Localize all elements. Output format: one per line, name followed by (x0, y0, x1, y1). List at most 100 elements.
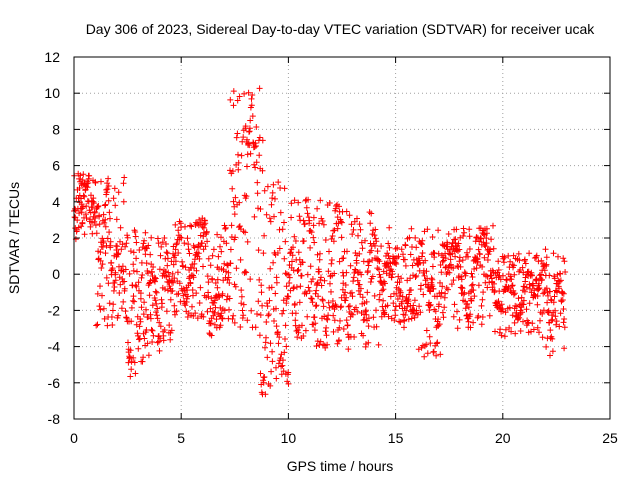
data-point (328, 260, 335, 267)
data-point (491, 280, 497, 287)
data-point (237, 256, 244, 263)
data-point (498, 332, 505, 339)
data-point (247, 276, 254, 283)
data-point (511, 271, 518, 278)
data-point (257, 370, 264, 377)
data-point (556, 285, 562, 292)
data-point (385, 313, 392, 320)
data-point (265, 311, 272, 318)
data-point (145, 352, 152, 359)
data-point (516, 257, 523, 264)
data-point (393, 290, 400, 297)
data-point (245, 89, 252, 96)
data-point (469, 274, 476, 280)
data-point (90, 200, 97, 207)
data-point (475, 282, 482, 289)
data-point (102, 201, 109, 208)
data-point (551, 275, 558, 282)
data-point (336, 324, 343, 331)
data-point (109, 265, 116, 272)
data-point (115, 189, 122, 196)
data-point (127, 373, 134, 380)
data-point (112, 277, 119, 284)
data-point (309, 299, 316, 306)
data-point (305, 196, 312, 203)
data-point (110, 195, 117, 202)
data-point (124, 234, 131, 241)
data-point (307, 244, 314, 251)
data-point (300, 238, 307, 244)
data-point (252, 164, 259, 171)
data-point (175, 290, 182, 297)
data-point (435, 316, 442, 323)
data-point (280, 307, 287, 314)
data-point (319, 296, 326, 303)
data-point (194, 315, 201, 322)
data-point (218, 234, 224, 241)
data-point (357, 285, 364, 292)
data-point (153, 309, 159, 316)
data-point (313, 287, 320, 294)
data-point (200, 224, 207, 231)
data-point (421, 353, 428, 360)
data-point (123, 314, 130, 321)
data-point (275, 360, 282, 367)
data-point (456, 246, 463, 253)
data-point (439, 258, 446, 265)
data-point (271, 318, 277, 324)
data-point (226, 280, 233, 286)
data-point (97, 283, 103, 290)
data-point (367, 279, 374, 285)
data-point (292, 317, 299, 324)
data-point (161, 235, 168, 241)
data-point (184, 314, 191, 320)
data-point (282, 322, 289, 329)
data-point (99, 244, 106, 250)
data-point (159, 239, 166, 246)
data-point (471, 293, 478, 300)
data-point (238, 152, 245, 159)
data-point (279, 226, 286, 233)
data-point (121, 174, 128, 181)
data-point (334, 225, 341, 232)
data-point (285, 271, 292, 278)
data-point (354, 277, 361, 284)
data-point (146, 280, 153, 287)
data-point (319, 218, 326, 224)
data-point (500, 308, 506, 315)
x-tick-label: 15 (388, 430, 404, 446)
data-point (273, 305, 279, 312)
data-point (83, 215, 90, 221)
data-point (330, 238, 337, 245)
data-point (269, 189, 276, 196)
data-point (401, 256, 408, 263)
data-point (256, 152, 263, 159)
data-point (362, 308, 369, 315)
data-point (417, 309, 424, 316)
data-point (153, 300, 160, 307)
data-point (336, 337, 342, 344)
data-point (164, 250, 171, 257)
data-point (384, 302, 391, 309)
data-point (120, 180, 127, 187)
data-point (412, 274, 419, 280)
data-point (404, 303, 411, 310)
data-point (373, 323, 380, 330)
data-point (419, 250, 426, 256)
data-point (276, 226, 283, 233)
data-point (113, 247, 120, 253)
data-point (191, 260, 198, 267)
data-point (303, 204, 310, 211)
data-point (331, 227, 338, 234)
data-point (150, 264, 157, 270)
data-point (392, 303, 399, 310)
data-point (152, 288, 159, 295)
data-point (268, 284, 275, 291)
data-point (182, 223, 188, 230)
y-tick-label: 8 (52, 121, 60, 137)
data-point (190, 274, 197, 281)
data-point (534, 301, 541, 308)
data-point (190, 292, 196, 299)
data-point (242, 229, 249, 236)
